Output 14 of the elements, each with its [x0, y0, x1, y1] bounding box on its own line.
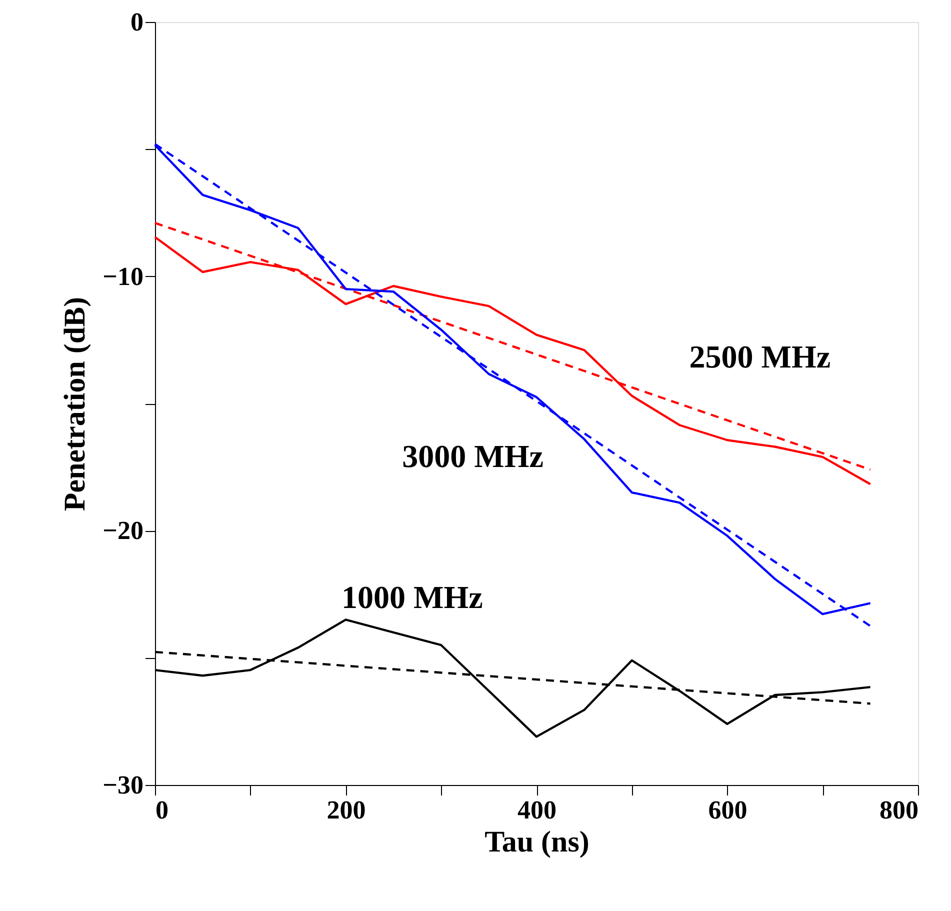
- x-tick-label: 0: [156, 796, 168, 824]
- y-tick-label: 0: [130, 8, 144, 36]
- x-axis-title: Tau (ns): [484, 826, 590, 858]
- x-tick-label: 400: [518, 796, 556, 824]
- series-label: 2500 MHz: [689, 338, 831, 375]
- y-axis-title: Penetration (dB): [58, 296, 92, 512]
- series-label: 3000 MHz: [402, 438, 544, 474]
- x-tick-label: 600: [708, 796, 748, 824]
- x-tick-label: 200: [326, 796, 366, 824]
- series-label: 1000 MHz: [341, 579, 483, 616]
- x-tick-label: 800: [880, 796, 918, 824]
- y-tick-label: −20: [102, 516, 144, 546]
- y-tick-label: −10: [102, 262, 144, 291]
- y-tick-label: −30: [102, 770, 144, 800]
